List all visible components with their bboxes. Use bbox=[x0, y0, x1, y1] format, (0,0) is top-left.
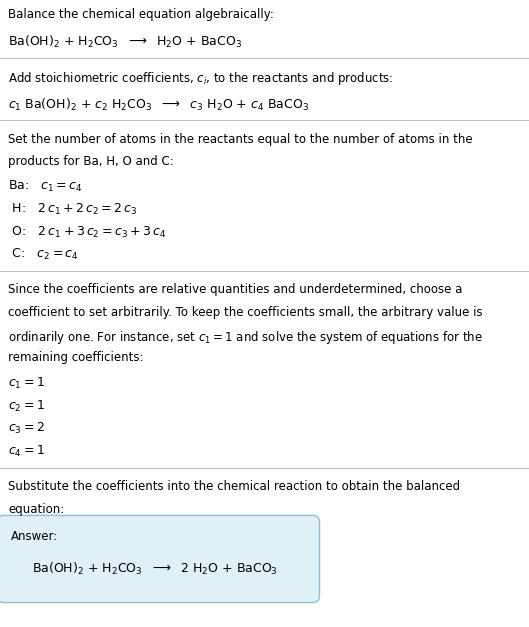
Text: Answer:: Answer: bbox=[11, 530, 58, 544]
Text: Balance the chemical equation algebraically:: Balance the chemical equation algebraica… bbox=[8, 8, 274, 21]
Text: $c_2 = 1$: $c_2 = 1$ bbox=[8, 399, 45, 414]
FancyBboxPatch shape bbox=[0, 515, 320, 603]
Text: Ba(OH)$_2$ + H$_2$CO$_3$  $\longrightarrow$  H$_2$O + BaCO$_3$: Ba(OH)$_2$ + H$_2$CO$_3$ $\longrightarro… bbox=[8, 34, 242, 50]
Text: equation:: equation: bbox=[8, 503, 64, 516]
Text: ordinarily one. For instance, set $c_1 = 1$ and solve the system of equations fo: ordinarily one. For instance, set $c_1 =… bbox=[8, 329, 483, 345]
Text: O:   $2\,c_1 + 3\,c_2 = c_3 + 3\,c_4$: O: $2\,c_1 + 3\,c_2 = c_3 + 3\,c_4$ bbox=[8, 224, 166, 240]
Text: remaining coefficients:: remaining coefficients: bbox=[8, 351, 143, 364]
Text: $c_1$ Ba(OH)$_2$ + $c_2$ H$_2$CO$_3$  $\longrightarrow$  $c_3$ H$_2$O + $c_4$ Ba: $c_1$ Ba(OH)$_2$ + $c_2$ H$_2$CO$_3$ $\l… bbox=[8, 97, 309, 113]
Text: $c_3 = 2$: $c_3 = 2$ bbox=[8, 421, 44, 436]
Text: Set the number of atoms in the reactants equal to the number of atoms in the: Set the number of atoms in the reactants… bbox=[8, 133, 472, 146]
Text: coefficient to set arbitrarily. To keep the coefficients small, the arbitrary va: coefficient to set arbitrarily. To keep … bbox=[8, 306, 482, 319]
Text: H:   $2\,c_1 + 2\,c_2 = 2\,c_3$: H: $2\,c_1 + 2\,c_2 = 2\,c_3$ bbox=[8, 202, 138, 217]
Text: Since the coefficients are relative quantities and underdetermined, choose a: Since the coefficients are relative quan… bbox=[8, 283, 462, 297]
Text: $c_4 = 1$: $c_4 = 1$ bbox=[8, 444, 45, 459]
Text: Substitute the coefficients into the chemical reaction to obtain the balanced: Substitute the coefficients into the che… bbox=[8, 480, 460, 493]
Text: Ba(OH)$_2$ + H$_2$CO$_3$  $\longrightarrow$  2 H$_2$O + BaCO$_3$: Ba(OH)$_2$ + H$_2$CO$_3$ $\longrightarro… bbox=[32, 561, 278, 577]
Text: Add stoichiometric coefficients, $c_i$, to the reactants and products:: Add stoichiometric coefficients, $c_i$, … bbox=[8, 70, 394, 87]
Text: C:   $c_2 = c_4$: C: $c_2 = c_4$ bbox=[8, 247, 79, 262]
Text: $c_1 = 1$: $c_1 = 1$ bbox=[8, 376, 45, 391]
Text: Ba:   $c_1 = c_4$: Ba: $c_1 = c_4$ bbox=[8, 179, 83, 194]
Text: products for Ba, H, O and C:: products for Ba, H, O and C: bbox=[8, 155, 174, 169]
